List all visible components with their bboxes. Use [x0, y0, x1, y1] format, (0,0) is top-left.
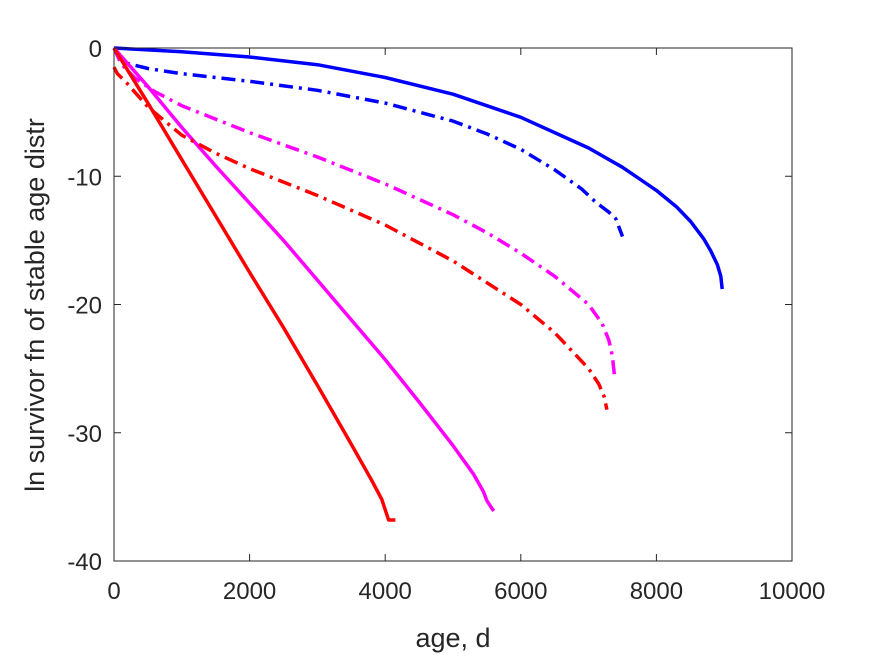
series-line-2 — [112, 47, 625, 238]
tick-layer: 0 2000 4000 6000 8000 10000 -40 -30 -20 -10 0 — [67, 36, 825, 605]
y-tick-label: -40 — [67, 549, 102, 576]
y-tick-label: -30 — [67, 421, 102, 448]
series-layer — [112, 46, 724, 522]
x-axis-label: age, d — [415, 623, 490, 653]
series-line-5 — [112, 47, 396, 522]
series-line-1 — [113, 46, 724, 290]
series-line-3 — [112, 46, 496, 512]
y-tick-label: -20 — [67, 293, 102, 320]
x-tick-label: 6000 — [494, 578, 547, 605]
plot-area — [114, 48, 792, 561]
series-line-6 — [112, 66, 609, 411]
series-line-4 — [112, 47, 617, 376]
x-tick-label: 10000 — [759, 578, 826, 605]
y-axis-label: ln survivor fn of stable age distr — [20, 118, 50, 492]
x-tick-label: 8000 — [630, 578, 683, 605]
y-tick-label: 0 — [89, 36, 102, 63]
x-tick-label: 4000 — [359, 578, 412, 605]
x-tick-label: 2000 — [223, 578, 276, 605]
x-tick-label: 0 — [107, 578, 120, 605]
y-tick-label: -10 — [67, 164, 102, 191]
